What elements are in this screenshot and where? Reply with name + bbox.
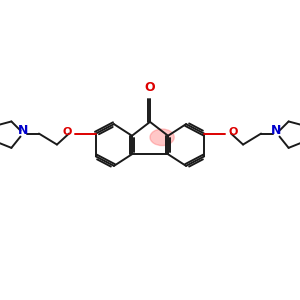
Text: O: O	[145, 81, 155, 94]
Text: N: N	[271, 124, 282, 137]
Text: N: N	[18, 124, 29, 137]
Text: O: O	[63, 127, 72, 136]
Text: O: O	[228, 127, 237, 136]
Ellipse shape	[150, 129, 174, 146]
